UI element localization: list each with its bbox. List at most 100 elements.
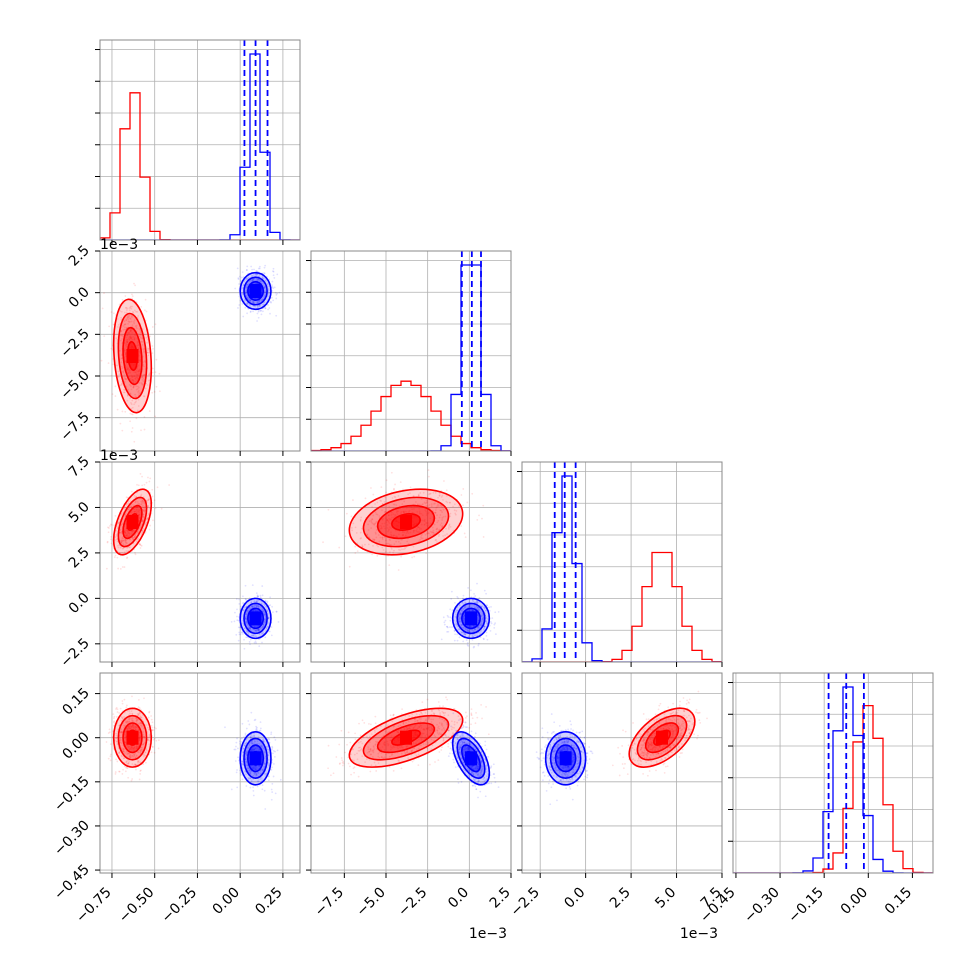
- sample-point: [263, 611, 266, 614]
- sample-point: [254, 609, 257, 612]
- sample-point: [141, 531, 144, 534]
- sample-point: [473, 630, 475, 632]
- sample-point: [125, 326, 128, 329]
- sample-point: [112, 312, 115, 315]
- sample-point: [127, 762, 130, 765]
- sample-point: [122, 329, 125, 331]
- sample-point: [454, 512, 457, 515]
- sample-point: [125, 727, 128, 730]
- sample-point: [155, 727, 157, 730]
- sample-point: [388, 543, 391, 546]
- sample-point: [143, 697, 145, 700]
- sample-point: [471, 492, 474, 495]
- sample-point: [134, 325, 137, 328]
- sample-point: [267, 295, 269, 298]
- sample-point: [120, 523, 123, 526]
- sample-point: [140, 544, 143, 547]
- sample-point: [121, 540, 124, 543]
- sample-point: [235, 598, 238, 600]
- sample-point: [463, 617, 465, 620]
- sample-point: [417, 526, 420, 529]
- sample-point: [401, 531, 404, 534]
- sample-point: [389, 544, 392, 546]
- sample-point: [481, 614, 483, 617]
- sample-point: [469, 625, 472, 627]
- sample-point: [270, 733, 273, 735]
- density-peak-blue: [465, 611, 477, 626]
- sample-point: [380, 486, 383, 489]
- sample-point: [442, 530, 445, 533]
- sample-point: [248, 627, 250, 629]
- sample-point: [418, 512, 421, 515]
- sample-point: [129, 384, 132, 387]
- sample-point: [131, 293, 133, 296]
- sample-point: [259, 305, 262, 307]
- sample-point: [417, 493, 420, 496]
- sample-point: [138, 513, 141, 516]
- sample-point: [467, 635, 470, 638]
- sample-point: [397, 569, 400, 571]
- sample-point: [123, 349, 126, 352]
- sample-point: [435, 528, 438, 531]
- sample-point: [127, 322, 130, 325]
- sample-point: [370, 527, 373, 529]
- sample-point: [392, 551, 395, 554]
- sample-point: [483, 625, 486, 628]
- sample-point: [134, 534, 136, 536]
- sample-point: [121, 755, 123, 758]
- sample-point: [131, 297, 133, 300]
- sample-point: [147, 379, 150, 382]
- sample-point: [438, 492, 441, 495]
- sample-point: [142, 506, 145, 509]
- sample-point: [463, 621, 466, 624]
- sample-point: [466, 501, 469, 504]
- sample-point: [139, 737, 141, 740]
- sample-point: [240, 276, 243, 279]
- sample-point: [139, 722, 142, 725]
- sample-point: [129, 725, 132, 728]
- sample-point: [133, 309, 136, 312]
- sample-point: [136, 370, 139, 373]
- sample-point: [234, 611, 236, 614]
- sample-point: [241, 293, 244, 296]
- sample-point: [133, 338, 136, 341]
- sample-point: [256, 628, 258, 631]
- sample-point: [139, 331, 142, 334]
- sample-point: [248, 641, 251, 643]
- sample-point: [257, 310, 260, 313]
- sample-point: [127, 332, 130, 334]
- sample-point: [458, 628, 461, 630]
- sample-point: [485, 634, 488, 637]
- sample-point: [236, 608, 238, 611]
- sample-point: [115, 337, 118, 340]
- sample-point: [115, 740, 118, 743]
- sample-point: [131, 712, 134, 715]
- sample-point: [131, 399, 134, 402]
- sample-point: [447, 616, 450, 618]
- sample-point: [269, 604, 272, 607]
- sample-point: [373, 538, 376, 541]
- sample-point: [348, 565, 351, 568]
- sample-point: [390, 544, 393, 546]
- sample-point: [132, 529, 135, 532]
- sample-point: [152, 746, 154, 748]
- sample-point: [143, 506, 145, 509]
- hist-panel-0: [95, 39, 301, 245]
- sample-point: [494, 611, 497, 614]
- sample-point: [129, 756, 132, 759]
- sample-point: [124, 323, 127, 325]
- sample-point: [110, 753, 112, 756]
- sample-point: [274, 291, 277, 294]
- sample-point: [253, 305, 256, 308]
- sample-point: [245, 636, 248, 639]
- sample-point: [117, 752, 120, 755]
- sample-point: [122, 748, 125, 751]
- sample-point: [258, 299, 261, 302]
- scatter-panel-2-1: [306, 461, 512, 667]
- sample-point: [119, 546, 122, 549]
- sample-point: [374, 532, 377, 535]
- sample-point: [123, 323, 126, 326]
- sample-point: [134, 763, 137, 766]
- sample-point: [307, 535, 309, 537]
- sample-point: [142, 509, 145, 512]
